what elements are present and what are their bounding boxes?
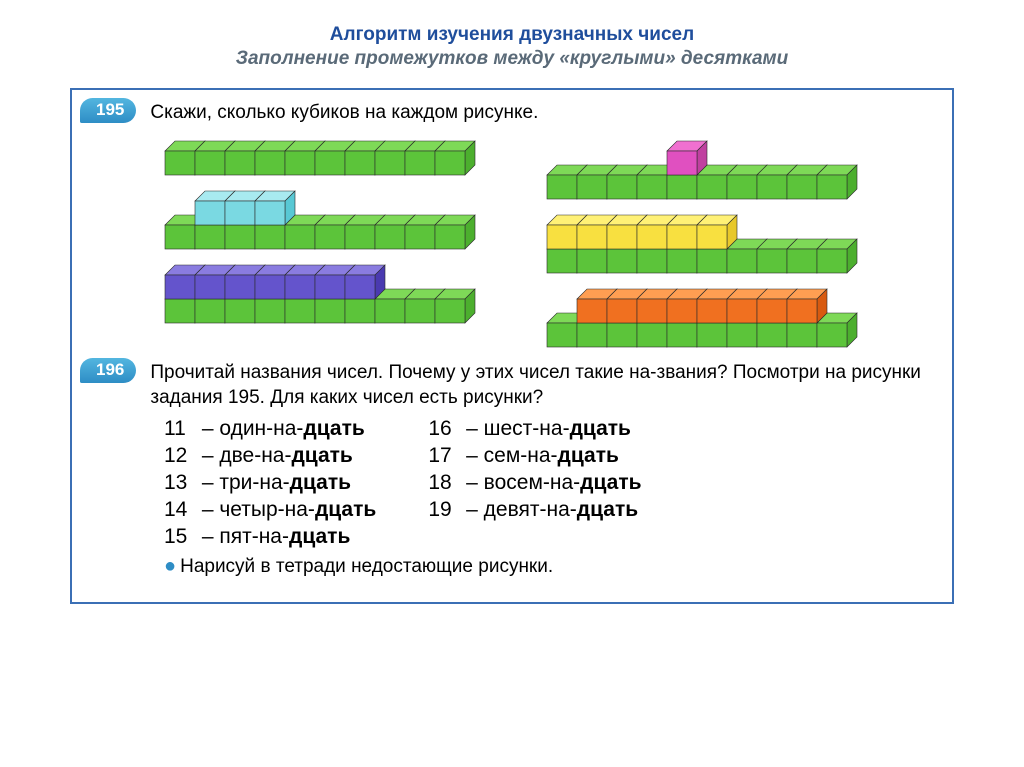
exercise-prompt: Скажи, сколько кубиков на каждом рисунке… bbox=[150, 98, 538, 126]
number-name-row: 13 – три-на-дцать bbox=[164, 471, 376, 495]
exercise-195: 195 Скажи, сколько кубиков на каждом рис… bbox=[80, 98, 934, 348]
page-title: Алгоритм изучения двузначных чисел bbox=[70, 24, 954, 46]
number-name-row: 18 – восем-на-дцать bbox=[428, 471, 641, 495]
number-name-row: 14 – четыр-на-дцать bbox=[164, 498, 376, 522]
exercise-196: 196 Прочитай названия чисел. Почему у эт… bbox=[80, 358, 934, 578]
content-frame: 195 Скажи, сколько кубиков на каждом рис… bbox=[70, 88, 954, 604]
cube-row bbox=[546, 140, 858, 200]
number-name-row: 11 – один-на-дцать bbox=[164, 417, 376, 441]
exercise-number-badge: 195 bbox=[80, 98, 136, 123]
number-name-row: 16 – шест-на-дцать bbox=[428, 417, 641, 441]
cube-row bbox=[164, 264, 476, 324]
number-names-table: 11 – один-на-дцать 12 – две-на-дцать 13 – … bbox=[164, 417, 934, 549]
cube-row bbox=[546, 214, 858, 274]
number-name-row: 15 – пят-на-дцать bbox=[164, 525, 376, 549]
exercise-prompt: Прочитай названия чисел. Почему у этих ч… bbox=[150, 358, 934, 411]
page-subtitle: Заполнение промежутков между «круглыми» … bbox=[70, 48, 954, 70]
exercise-footer-note: ●Нарисуй в тетради недостающие рисунки. bbox=[164, 555, 934, 578]
cube-row bbox=[546, 288, 858, 348]
bullet-icon: ● bbox=[164, 555, 176, 577]
number-name-row: 12 – две-на-дцать bbox=[164, 444, 376, 468]
number-name-row: 17 – сем-на-дцать bbox=[428, 444, 641, 468]
cubes-illustration bbox=[164, 140, 934, 348]
number-name-row: 19 – девят-на-дцать bbox=[428, 498, 641, 522]
cube-row bbox=[164, 140, 476, 176]
exercise-number-badge: 196 bbox=[80, 358, 136, 383]
cube-row bbox=[164, 190, 476, 250]
